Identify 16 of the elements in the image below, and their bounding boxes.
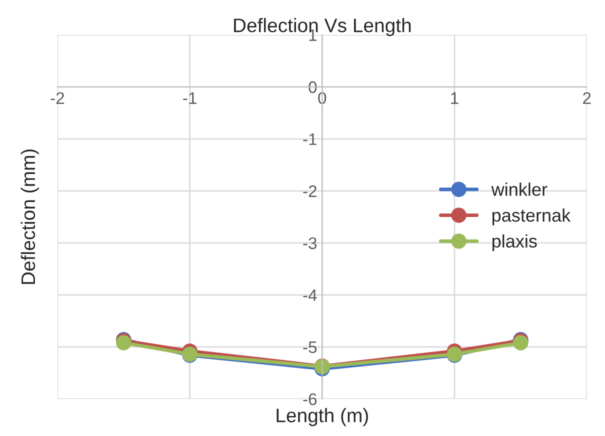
y-tick-label: -3 xyxy=(303,237,317,250)
y-tick-label: -4 xyxy=(303,289,317,301)
x-tick-label: -1 xyxy=(183,92,196,104)
y-tick-label: -2 xyxy=(303,185,316,197)
y-tick-label: -5 xyxy=(303,342,317,354)
legend-label: pasternak xyxy=(492,208,571,226)
y-axis-title: Deflection (mm) xyxy=(20,150,39,284)
x-tick-label: 0 xyxy=(318,92,326,104)
x-tick-label: 1 xyxy=(451,92,458,104)
legend-label: plaxis xyxy=(492,234,537,252)
y-tick-label: -6 xyxy=(303,393,317,406)
x-tick-label: 2 xyxy=(583,92,591,104)
x-axis-title: Length (m) xyxy=(276,408,368,426)
y-tick-label: -1 xyxy=(303,133,316,145)
legend-label: winkler xyxy=(491,182,548,196)
x-tick-label: -2 xyxy=(50,92,64,104)
